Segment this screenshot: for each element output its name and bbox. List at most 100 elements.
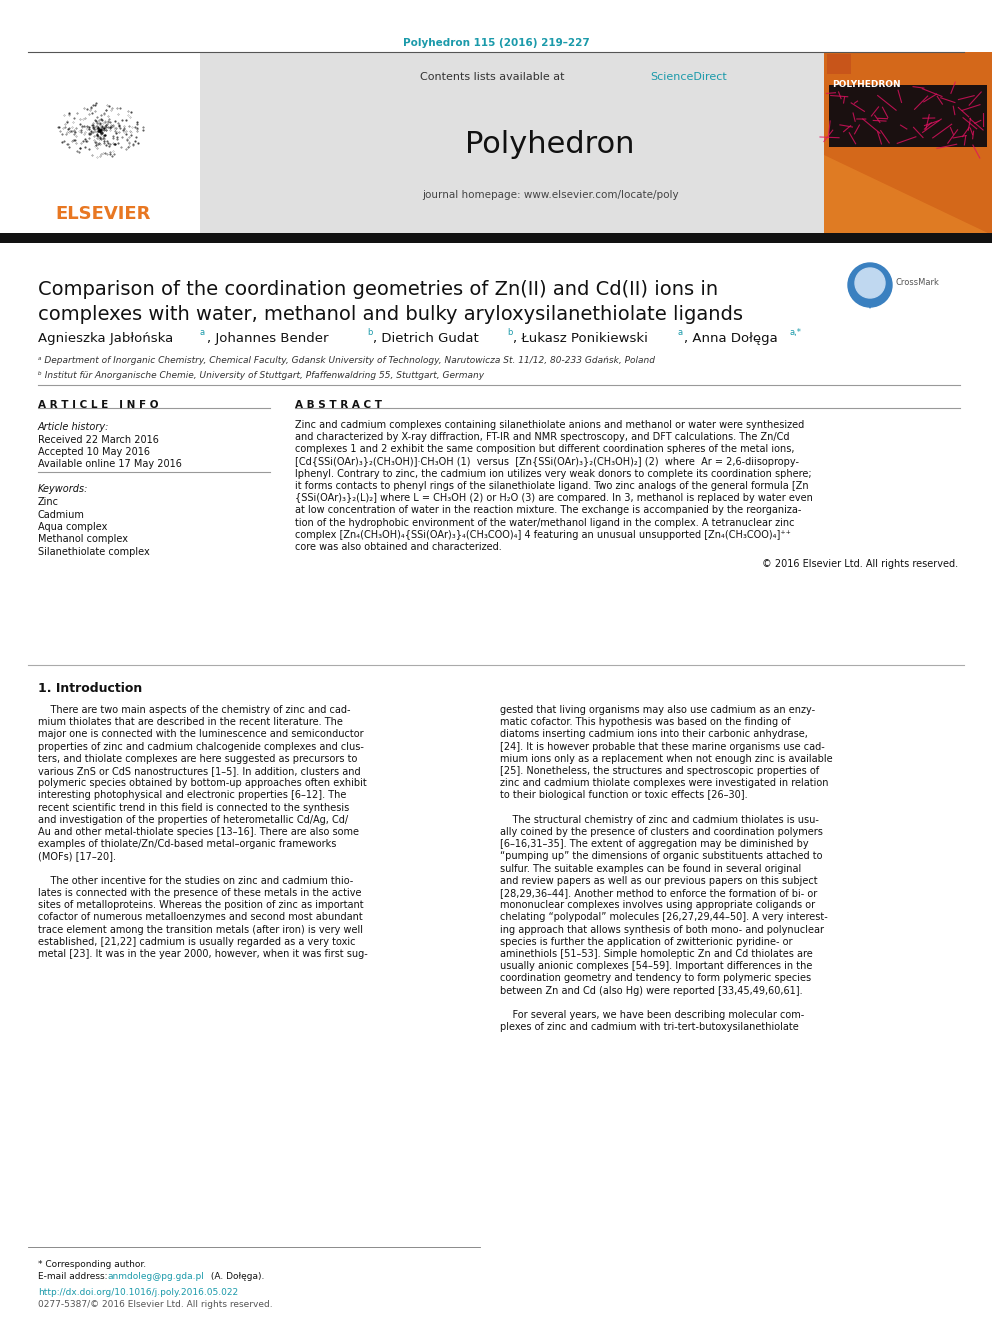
Text: A B S T R A C T: A B S T R A C T [295,400,382,410]
Text: coordination geometry and tendency to form polymeric species: coordination geometry and tendency to fo… [500,974,811,983]
Text: recent scientific trend in this field is connected to the synthesis: recent scientific trend in this field is… [38,803,349,812]
Text: tion of the hydrophobic environment of the water/methanol ligand in the complex.: tion of the hydrophobic environment of t… [295,517,795,528]
Text: CrossMark: CrossMark [896,278,939,287]
Text: gested that living organisms may also use cadmium as an enzy-: gested that living organisms may also us… [500,705,815,714]
Text: interesting photophysical and electronic properties [6–12]. The: interesting photophysical and electronic… [38,790,346,800]
Text: Zinc: Zinc [38,497,59,507]
Text: b: b [367,328,372,337]
Text: trace element among the transition metals (after iron) is very well: trace element among the transition metal… [38,925,363,934]
Text: © 2016 Elsevier Ltd. All rights reserved.: © 2016 Elsevier Ltd. All rights reserved… [762,560,958,569]
Text: plexes of zinc and cadmium with tri-tert-butoxysilanethiolate: plexes of zinc and cadmium with tri-tert… [500,1023,799,1032]
Text: diatoms inserting cadmium ions into their carbonic anhydrase,: diatoms inserting cadmium ions into thei… [500,729,807,740]
Text: chelating “polypodal” molecules [26,27,29,44–50]. A very interest-: chelating “polypodal” molecules [26,27,2… [500,913,827,922]
Text: ally coined by the presence of clusters and coordination polymers: ally coined by the presence of clusters … [500,827,823,837]
Circle shape [855,269,885,298]
FancyBboxPatch shape [200,52,900,235]
Text: Methanol complex: Methanol complex [38,534,128,545]
FancyBboxPatch shape [829,85,987,147]
Text: E-mail address:: E-mail address: [38,1271,110,1281]
Text: , Johannes Bender: , Johannes Bender [207,332,328,345]
Text: properties of zinc and cadmium chalcogenide complexes and clus-: properties of zinc and cadmium chalcogen… [38,742,364,751]
Text: journal homepage: www.elsevier.com/locate/poly: journal homepage: www.elsevier.com/locat… [422,191,679,200]
Circle shape [848,263,892,307]
Text: major one is connected with the luminescence and semiconductor: major one is connected with the luminesc… [38,729,364,740]
Text: A R T I C L E   I N F O: A R T I C L E I N F O [38,400,159,410]
Text: Polyhedron: Polyhedron [465,130,635,159]
Text: 0277-5387/© 2016 Elsevier Ltd. All rights reserved.: 0277-5387/© 2016 Elsevier Ltd. All right… [38,1301,273,1308]
Text: For several years, we have been describing molecular com-: For several years, we have been describi… [500,1009,805,1020]
Text: ELSEVIER: ELSEVIER [55,205,151,224]
Text: ᵇ Institut für Anorganische Chemie, University of Stuttgart, Pfaffenwaldring 55,: ᵇ Institut für Anorganische Chemie, Univ… [38,370,484,380]
Text: Available online 17 May 2016: Available online 17 May 2016 [38,459,182,468]
Text: Received 22 March 2016: Received 22 March 2016 [38,435,159,445]
Text: a,*: a,* [789,328,801,337]
Text: and review papers as well as our previous papers on this subject: and review papers as well as our previou… [500,876,817,886]
Text: (MOFs) [17–20].: (MOFs) [17–20]. [38,852,116,861]
Text: ScienceDirect: ScienceDirect [650,71,727,82]
Text: zinc and cadmium thiolate complexes were investigated in relation: zinc and cadmium thiolate complexes were… [500,778,828,789]
Text: b: b [507,328,513,337]
Text: mium ions only as a replacement when not enough zinc is available: mium ions only as a replacement when not… [500,754,832,763]
FancyBboxPatch shape [824,52,992,235]
Text: a: a [678,328,683,337]
Text: {SSi(OAr)₃}₂(L)₂] where L = CH₃OH (2) or H₂O (3) are compared. In 3, methanol is: {SSi(OAr)₃}₂(L)₂] where L = CH₃OH (2) or… [295,493,812,503]
Polygon shape [862,295,878,310]
Text: between Zn and Cd (also Hg) were reported [33,45,49,60,61].: between Zn and Cd (also Hg) were reporte… [500,986,803,996]
Text: Polyhedron 115 (2016) 219–227: Polyhedron 115 (2016) 219–227 [403,38,589,48]
Text: , Dietrich Gudat: , Dietrich Gudat [373,332,479,345]
Text: 1. Introduction: 1. Introduction [38,681,142,695]
Text: to their biological function or toxic effects [26–30].: to their biological function or toxic ef… [500,790,748,800]
Text: The other incentive for the studies on zinc and cadmium thio-: The other incentive for the studies on z… [38,876,353,886]
Text: cofactor of numerous metalloenzymes and second most abundant: cofactor of numerous metalloenzymes and … [38,913,363,922]
Text: established, [21,22] cadmium is usually regarded as a very toxic: established, [21,22] cadmium is usually … [38,937,355,947]
Text: Au and other metal-thiolate species [13–16]. There are also some: Au and other metal-thiolate species [13–… [38,827,359,837]
Text: [25]. Nonetheless, the structures and spectroscopic properties of: [25]. Nonetheless, the structures and sp… [500,766,819,777]
Text: * Corresponding author.: * Corresponding author. [38,1259,146,1269]
Text: ᵃ Department of Inorganic Chemistry, Chemical Faculty, Gdansk University of Tech: ᵃ Department of Inorganic Chemistry, Che… [38,356,655,365]
Text: Accepted 10 May 2016: Accepted 10 May 2016 [38,447,150,456]
Text: complexes 1 and 2 exhibit the same composition but different coordination sphere: complexes 1 and 2 exhibit the same compo… [295,445,795,454]
Text: and characterized by X-ray diffraction, FT-IR and NMR spectroscopy, and DFT calc: and characterized by X-ray diffraction, … [295,433,790,442]
Text: There are two main aspects of the chemistry of zinc and cad-: There are two main aspects of the chemis… [38,705,350,714]
Text: a: a [200,328,205,337]
Text: anmdoleg@pg.gda.pl: anmdoleg@pg.gda.pl [108,1271,205,1281]
Text: Article history:: Article history: [38,422,109,433]
Text: Agnieszka Jabłońska: Agnieszka Jabłońska [38,332,174,345]
Text: [28,29,36–44]. Another method to enforce the formation of bi- or: [28,29,36–44]. Another method to enforce… [500,888,817,898]
Text: Comparison of the coordination geometries of Zn(II) and Cd(II) ions in: Comparison of the coordination geometrie… [38,280,718,299]
Text: species is further the application of zwitterionic pyridine- or: species is further the application of zw… [500,937,793,947]
Text: at low concentration of water in the reaction mixture. The exchange is accompani: at low concentration of water in the rea… [295,505,802,516]
Text: ters, and thiolate complexes are here suggested as precursors to: ters, and thiolate complexes are here su… [38,754,357,763]
Text: lates is connected with the presence of these metals in the active: lates is connected with the presence of … [38,888,361,898]
Text: Contents lists available at: Contents lists available at [420,71,568,82]
FancyBboxPatch shape [827,54,851,74]
Text: it forms contacts to phenyl rings of the silanethiolate ligand. Two zinc analogs: it forms contacts to phenyl rings of the… [295,482,808,491]
Text: aminethiols [51–53]. Simple homoleptic Zn and Cd thiolates are: aminethiols [51–53]. Simple homoleptic Z… [500,949,812,959]
FancyBboxPatch shape [0,233,992,243]
Text: “pumping up” the dimensions of organic substituents attached to: “pumping up” the dimensions of organic s… [500,852,822,861]
Text: and investigation of the properties of heterometallic Cd/Ag, Cd/: and investigation of the properties of h… [38,815,348,824]
Text: ing approach that allows synthesis of both mono- and polynuclear: ing approach that allows synthesis of bo… [500,925,824,934]
Text: Aqua complex: Aqua complex [38,523,107,532]
Text: [24]. It is however probable that these marine organisms use cad-: [24]. It is however probable that these … [500,742,824,751]
Text: sulfur. The suitable examples can be found in several original: sulfur. The suitable examples can be fou… [500,864,802,873]
Text: POLYHEDRON: POLYHEDRON [832,79,901,89]
Text: polymeric species obtained by bottom-up approaches often exhibit: polymeric species obtained by bottom-up … [38,778,367,789]
Text: [Cd{SSi(OAr)₃}₂(CH₃OH)]·CH₃OH (1)  versus  [Zn{SSi(OAr)₃}₂(CH₃OH)₂] (2)  where  : [Cd{SSi(OAr)₃}₂(CH₃OH)]·CH₃OH (1) versus… [295,456,799,467]
Text: Cadmium: Cadmium [38,509,85,520]
Text: complex [Zn₄(CH₃OH)₄{SSi(OAr)₃}₄(CH₃COO)₄] 4 featuring an unusual unsupported [Z: complex [Zn₄(CH₃OH)₄{SSi(OAr)₃}₄(CH₃COO)… [295,529,791,540]
Text: sites of metalloproteins. Whereas the position of zinc as important: sites of metalloproteins. Whereas the po… [38,900,364,910]
Text: , Łukasz Ponikiewski: , Łukasz Ponikiewski [513,332,648,345]
Text: metal [23]. It was in the year 2000, however, when it was first sug-: metal [23]. It was in the year 2000, how… [38,949,368,959]
Text: mononuclear complexes involves using appropriate coligands or: mononuclear complexes involves using app… [500,900,815,910]
Text: usually anionic complexes [54–59]. Important differences in the: usually anionic complexes [54–59]. Impor… [500,962,812,971]
Text: examples of thiolate/Zn/Cd-based metal–organic frameworks: examples of thiolate/Zn/Cd-based metal–o… [38,839,336,849]
Text: matic cofactor. This hypothesis was based on the finding of: matic cofactor. This hypothesis was base… [500,717,791,728]
Text: mium thiolates that are described in the recent literature. The: mium thiolates that are described in the… [38,717,343,728]
Text: (A. Dołęga).: (A. Dołęga). [208,1271,265,1281]
Text: , Anna Dołęga: , Anna Dołęga [684,332,778,345]
Text: lphenyl. Contrary to zinc, the cadmium ion utilizes very weak donors to complete: lphenyl. Contrary to zinc, the cadmium i… [295,468,811,479]
Text: http://dx.doi.org/10.1016/j.poly.2016.05.022: http://dx.doi.org/10.1016/j.poly.2016.05… [38,1289,238,1297]
Text: core was also obtained and characterized.: core was also obtained and characterized… [295,542,502,552]
Text: Zinc and cadmium complexes containing silanethiolate anions and methanol or wate: Zinc and cadmium complexes containing si… [295,419,805,430]
